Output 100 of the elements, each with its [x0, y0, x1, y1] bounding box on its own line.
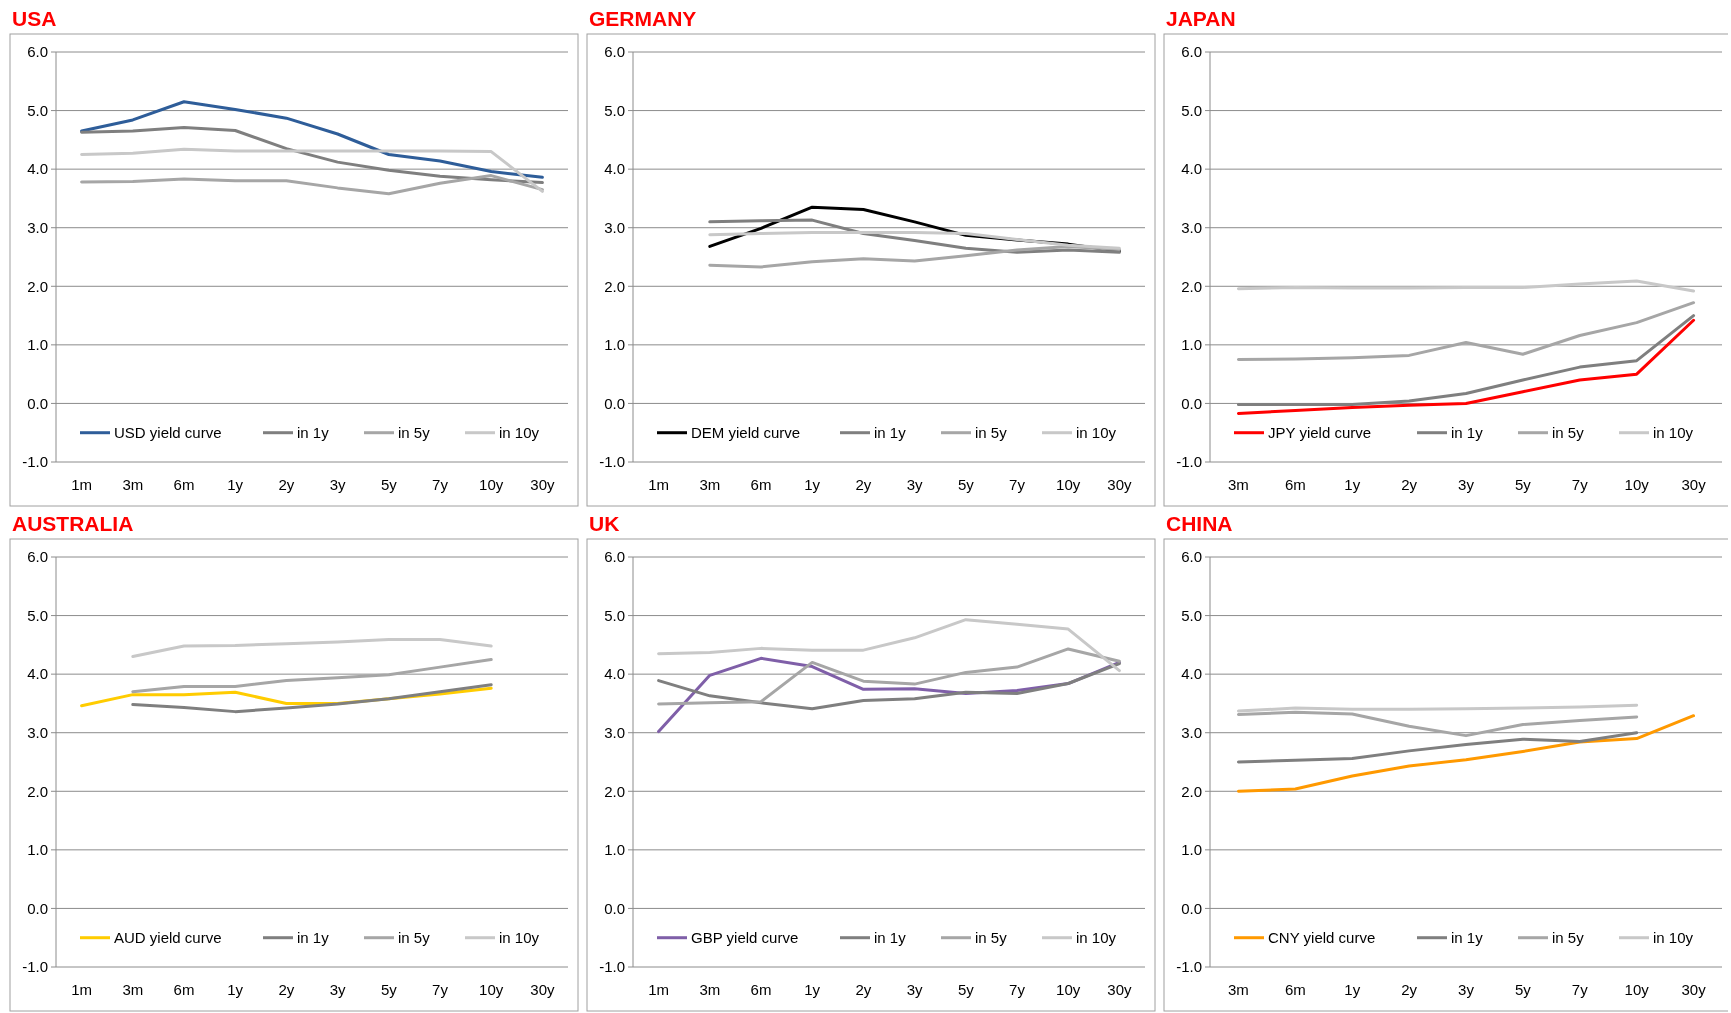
x-tick-label: 6m	[173, 476, 195, 493]
legend-label: USD yield curve	[114, 423, 222, 441]
x-tick-label: 3y	[329, 981, 347, 998]
legend-label: JPY yield curve	[1268, 423, 1372, 441]
x-tick-label: 3m	[699, 476, 721, 493]
x-tick-label: 1y	[1344, 981, 1361, 998]
y-tick-label: 1.0	[27, 841, 48, 859]
legend-label: in 5y	[1552, 928, 1585, 946]
chart-title: USA	[12, 7, 57, 30]
x-tick-label: 5y	[380, 981, 398, 998]
x-tick-label: 30y	[530, 476, 555, 493]
legend-label: in 5y	[398, 928, 431, 946]
x-tick-label: 6m	[1284, 476, 1306, 493]
legend-label: in 5y	[1552, 423, 1585, 441]
y-tick-label: 4.0	[1181, 160, 1202, 178]
legend-label: in 1y	[874, 928, 907, 946]
x-tick-label: 30y	[1681, 981, 1707, 998]
y-tick-label: 1.0	[604, 336, 625, 354]
y-tick-label: 2.0	[1181, 782, 1202, 800]
legend-label: in 5y	[975, 423, 1008, 441]
legend-label: in 5y	[975, 928, 1008, 946]
y-tick-label: 3.0	[27, 218, 48, 236]
y-tick-label: 2.0	[604, 782, 625, 800]
x-tick-label: 3m	[1228, 476, 1249, 493]
y-tick-label: 4.0	[1181, 665, 1202, 683]
x-tick-label: 7y	[432, 981, 449, 998]
legend-label: in 1y	[874, 423, 907, 441]
x-tick-label: 3m	[1228, 981, 1249, 998]
x-tick-label: 1m	[71, 476, 93, 493]
x-tick-label: 7y	[1571, 981, 1589, 998]
y-tick-label: 4.0	[27, 160, 48, 178]
legend-label: in 1y	[297, 928, 330, 946]
x-tick-label: 5y	[1514, 476, 1532, 493]
x-tick-label: 30y	[1107, 476, 1132, 493]
x-tick-label: 2y	[1401, 981, 1418, 998]
x-tick-label: 10y	[1056, 476, 1081, 493]
x-tick-label: 1y	[804, 476, 821, 493]
y-tick-label: 0.0	[604, 899, 625, 917]
y-tick-label: 5.0	[1181, 101, 1202, 119]
y-tick-label: 1.0	[27, 336, 48, 354]
y-tick-label: -1.0	[1176, 453, 1202, 471]
y-tick-label: 6.0	[1181, 548, 1202, 566]
legend-label: in 5y	[398, 423, 431, 441]
chart-title: AUSTRALIA	[12, 512, 134, 535]
legend-label: in 10y	[499, 928, 540, 946]
x-tick-label: 5y	[1514, 981, 1532, 998]
y-tick-label: 2.0	[27, 277, 48, 295]
y-tick-label: -1.0	[22, 958, 48, 976]
x-tick-label: 3y	[906, 981, 924, 998]
legend-label: in 10y	[1076, 928, 1117, 946]
y-tick-label: 1.0	[1181, 841, 1202, 859]
y-tick-label: 0.0	[1181, 899, 1202, 917]
x-tick-label: 6m	[1284, 981, 1306, 998]
x-tick-label: 2y	[278, 476, 295, 493]
x-tick-label: 1m	[648, 981, 670, 998]
x-tick-label: 30y	[1107, 981, 1132, 998]
y-tick-label: 2.0	[1181, 277, 1202, 295]
legend-label: in 1y	[1451, 928, 1484, 946]
y-tick-label: 6.0	[27, 548, 48, 566]
x-tick-label: 6m	[750, 981, 772, 998]
legend-label: in 10y	[1653, 423, 1694, 441]
y-tick-label: 6.0	[604, 548, 625, 566]
y-tick-label: 4.0	[27, 665, 48, 683]
x-tick-label: 3m	[122, 981, 144, 998]
legend-label: in 1y	[1451, 423, 1484, 441]
x-tick-label: 2y	[855, 981, 872, 998]
x-tick-label: 2y	[1401, 476, 1418, 493]
x-tick-label: 1y	[1344, 476, 1361, 493]
legend-label: in 1y	[297, 423, 330, 441]
y-tick-label: 0.0	[27, 394, 48, 412]
x-tick-label: 10y	[1624, 476, 1650, 493]
x-tick-label: 30y	[530, 981, 555, 998]
y-tick-label: 6.0	[604, 43, 625, 61]
y-tick-label: 5.0	[604, 606, 625, 624]
x-tick-label: 2y	[278, 981, 295, 998]
y-tick-label: 6.0	[27, 43, 48, 61]
y-tick-label: 3.0	[1181, 723, 1202, 741]
legend-label: in 10y	[1653, 928, 1694, 946]
legend-label: in 10y	[1076, 423, 1117, 441]
x-tick-label: 1y	[227, 476, 244, 493]
x-tick-label: 10y	[479, 981, 504, 998]
y-tick-label: 5.0	[604, 101, 625, 119]
y-tick-label: 0.0	[27, 899, 48, 917]
x-tick-label: 3m	[699, 981, 721, 998]
y-tick-label: 1.0	[604, 841, 625, 859]
chart-title: GERMANY	[589, 7, 697, 30]
y-tick-label: 6.0	[1181, 43, 1202, 61]
x-tick-label: 30y	[1681, 476, 1707, 493]
x-tick-label: 7y	[432, 476, 449, 493]
y-tick-label: 3.0	[604, 218, 625, 236]
y-tick-label: -1.0	[1176, 958, 1202, 976]
y-tick-label: 5.0	[27, 101, 48, 119]
chart-title: JAPAN	[1166, 7, 1236, 30]
x-tick-label: 3y	[906, 476, 924, 493]
x-tick-label: 3m	[122, 476, 144, 493]
y-tick-label: 3.0	[27, 723, 48, 741]
legend-label: GBP yield curve	[691, 928, 799, 946]
y-tick-label: 0.0	[604, 394, 625, 412]
x-tick-label: 1y	[227, 981, 244, 998]
x-tick-label: 1m	[71, 981, 93, 998]
